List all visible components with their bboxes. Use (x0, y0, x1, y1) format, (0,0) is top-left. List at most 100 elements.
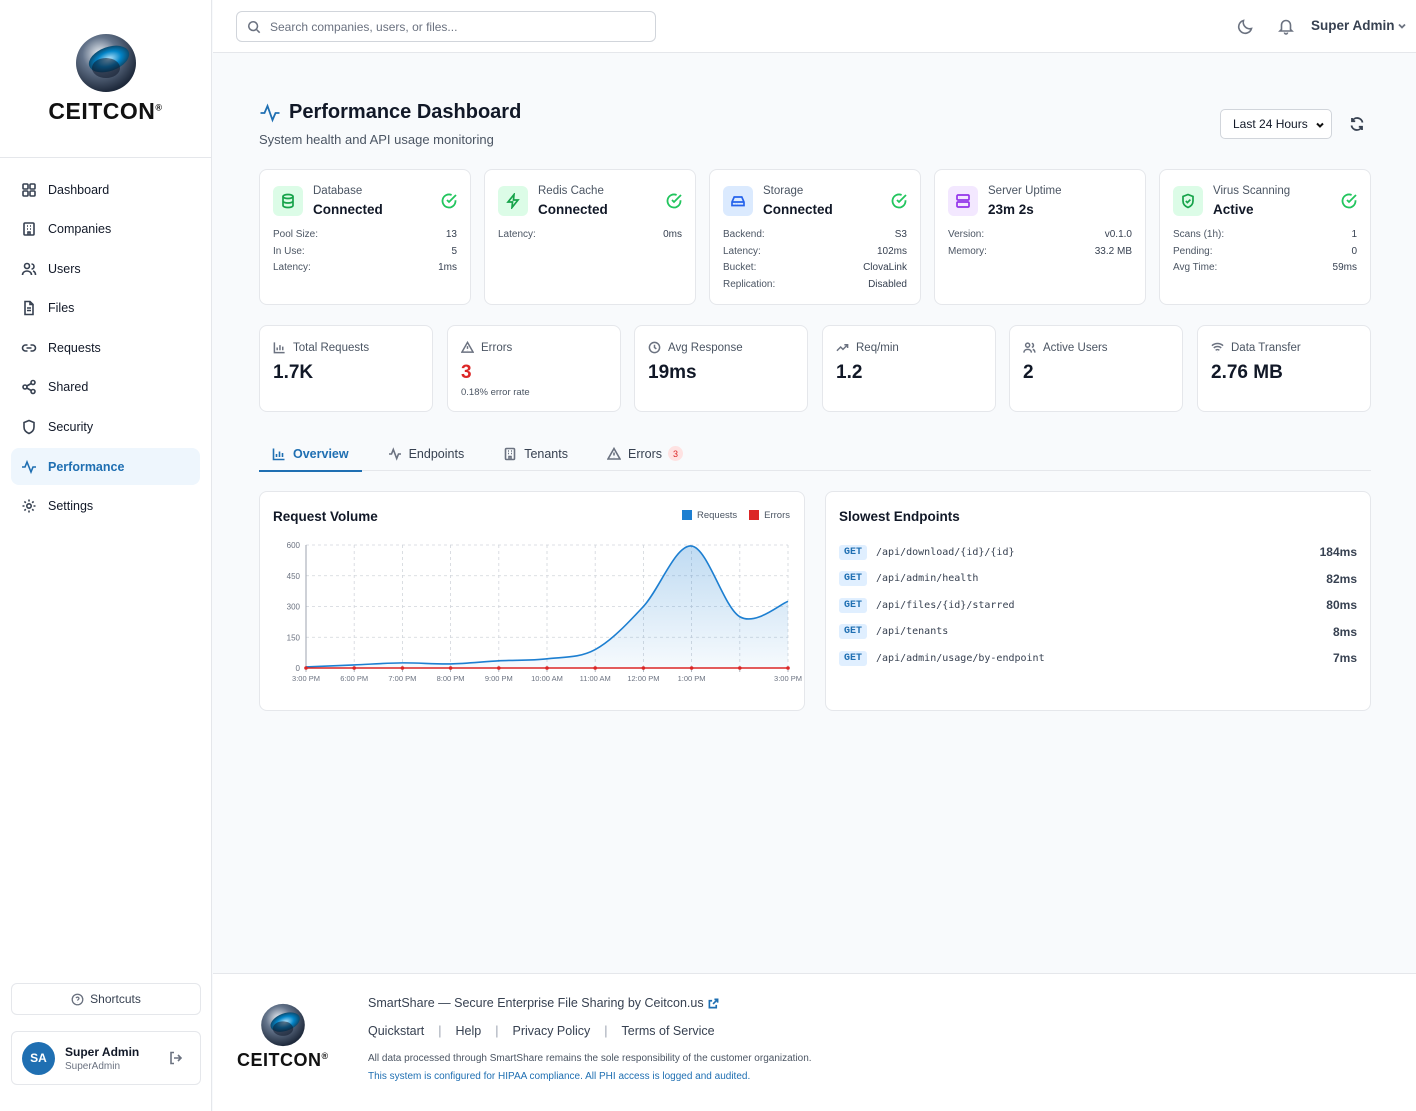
metric-value: 3 (461, 362, 472, 383)
x-tick-label: 11:00 AM (580, 674, 611, 683)
time-range-select[interactable]: Last 24 Hours (1220, 109, 1332, 139)
search-input[interactable] (270, 19, 640, 34)
metric-value: 1.7K (273, 362, 314, 383)
x-tick-label: 8:00 PM (437, 674, 465, 683)
users-icon (21, 262, 37, 275)
hard-drive-icon (731, 196, 745, 207)
chevron-down-icon (1397, 23, 1406, 29)
footer-link-quickstart[interactable]: Quickstart (368, 1024, 425, 1038)
sidebar-item-performance[interactable]: Performance (11, 448, 200, 486)
user-card[interactable]: SA Super Admin SuperAdmin (11, 1031, 201, 1085)
sidebar-item-label: Users (48, 261, 81, 276)
legend-swatch-errors (749, 510, 760, 520)
requests-area (306, 545, 788, 668)
user-menu[interactable]: Super Admin (1311, 18, 1407, 33)
http-method-badge: GET (839, 650, 868, 666)
moon-icon[interactable] (1237, 17, 1255, 35)
sidebar-item-security[interactable]: Security (11, 409, 200, 446)
brand-logo[interactable]: CEITCON® (0, 0, 211, 158)
sidebar-nav: Dashboard Companies Users Files Requests… (0, 158, 211, 525)
status-card-uptime: Server Uptime 23m 2s Version: v0.1.0 Memo… (934, 169, 1146, 305)
list-item[interactable]: GET /api/admin/usage/by-endpoint 7ms (839, 645, 1357, 672)
footer-link-help[interactable]: Help (455, 1024, 482, 1038)
endpoint-path: /api/tenants (876, 626, 949, 638)
chart-title: Request Volume (273, 509, 378, 524)
link-icon (21, 344, 37, 352)
y-tick-label: 300 (287, 603, 301, 612)
http-method-badge: GET (839, 624, 868, 640)
tab-tenants[interactable]: Tenants (490, 436, 581, 471)
error-rate: 0.18% error rate (461, 387, 530, 398)
tab-overview[interactable]: Overview (259, 436, 362, 472)
bar-chart-icon (272, 448, 285, 460)
sidebar-item-dashboard[interactable]: Dashboard (11, 171, 200, 208)
status-details: Scans (1h): 1 Pending: 0 Avg Time: 59ms (1173, 229, 1357, 273)
list-item[interactable]: GET /api/tenants 8ms (839, 619, 1357, 646)
metric-value: 2.76 MB (1211, 362, 1283, 383)
status-value: Connected (538, 202, 608, 217)
avatar: SA (22, 1041, 55, 1075)
tab-errors[interactable]: Errors 3 (594, 436, 696, 471)
http-method-badge: GET (839, 571, 868, 587)
trending-up-icon (836, 343, 849, 352)
sidebar-item-label: Companies (48, 222, 112, 237)
sidebar-item-files[interactable]: Files (11, 290, 200, 327)
activity-icon (22, 459, 36, 474)
page-title: Performance Dashboard (259, 101, 521, 124)
errors-point (497, 666, 501, 670)
list-item[interactable]: GET /api/download/{id}/{id} 184ms (839, 539, 1357, 566)
sidebar-item-companies[interactable]: Companies (11, 211, 200, 248)
sidebar-item-shared[interactable]: Shared (11, 369, 200, 406)
sidebar-item-label: Shared (48, 380, 89, 395)
x-tick-label: 3:00 PM (774, 674, 802, 683)
list-item[interactable]: GET /api/files/{id}/starred 80ms (839, 592, 1357, 619)
metric-card-total-requests: Total Requests 1.7K (259, 325, 433, 412)
errors-point (545, 666, 549, 670)
status-details: Pool Size: 13 In Use: 5 Latency: 1ms (273, 229, 457, 273)
check-circle-icon (1341, 193, 1357, 209)
clock-icon (648, 341, 661, 354)
sidebar-item-label: Files (48, 301, 75, 316)
check-circle-icon (891, 193, 907, 209)
footer-link-privacy[interactable]: Privacy Policy (512, 1024, 591, 1038)
x-tick-label: 9:00 PM (485, 674, 513, 683)
database-icon (282, 193, 294, 209)
bell-icon[interactable] (1277, 17, 1295, 35)
users-icon (1023, 342, 1036, 353)
refresh-button[interactable] (1342, 109, 1372, 139)
sidebar-item-settings[interactable]: Settings (11, 488, 200, 525)
metric-card-errors: Errors 3 0.18% error rate (447, 325, 621, 412)
status-label: Redis Cache (538, 185, 604, 197)
y-tick-label: 600 (287, 541, 301, 550)
list-item[interactable]: GET /api/admin/health 82ms (839, 566, 1357, 593)
endpoint-path: /api/download/{id}/{id} (876, 546, 1015, 558)
check-circle-icon (441, 193, 457, 209)
check-circle-icon (666, 193, 682, 209)
endpoint-list: GET /api/download/{id}/{id} 184ms GET /a… (839, 539, 1357, 672)
status-card-database: Database Connected Pool Size: 13 In Use: 5… (259, 169, 471, 305)
chart-legend: Requests Errors (670, 510, 790, 521)
footer-disclaimer: All data processed through SmartShare re… (368, 1053, 812, 1064)
shortcuts-button[interactable]: Shortcuts (11, 983, 201, 1015)
endpoint-path: /api/admin/usage/by-endpoint (876, 652, 1045, 664)
legend-label-errors: Errors (764, 510, 790, 521)
endpoint-time: 8ms (1332, 624, 1357, 639)
footer-link-terms[interactable]: Terms of Service (621, 1024, 715, 1038)
endpoint-time: 80ms (1326, 598, 1357, 613)
logout-icon[interactable] (168, 1050, 184, 1066)
metric-card-active-users: Active Users 2 (1009, 325, 1183, 412)
ceitcon-logo-icon (260, 1003, 305, 1047)
footer-tagline[interactable]: SmartShare — Secure Enterprise File Shar… (368, 996, 719, 1010)
y-tick-label: 450 (287, 572, 301, 581)
ceitcon-logo-icon (75, 34, 136, 92)
tab-endpoints[interactable]: Endpoints (375, 436, 478, 471)
sidebar-item-requests[interactable]: Requests (11, 329, 200, 366)
errors-point (593, 666, 597, 670)
status-label: Database (313, 185, 363, 197)
shield-icon (23, 419, 35, 435)
sidebar-item-users[interactable]: Users (11, 250, 200, 287)
file-icon (24, 300, 34, 316)
errors-point (352, 666, 356, 670)
metric-card-data-transfer: Data Transfer 2.76 MB (1197, 325, 1371, 412)
grid-icon (22, 182, 36, 197)
